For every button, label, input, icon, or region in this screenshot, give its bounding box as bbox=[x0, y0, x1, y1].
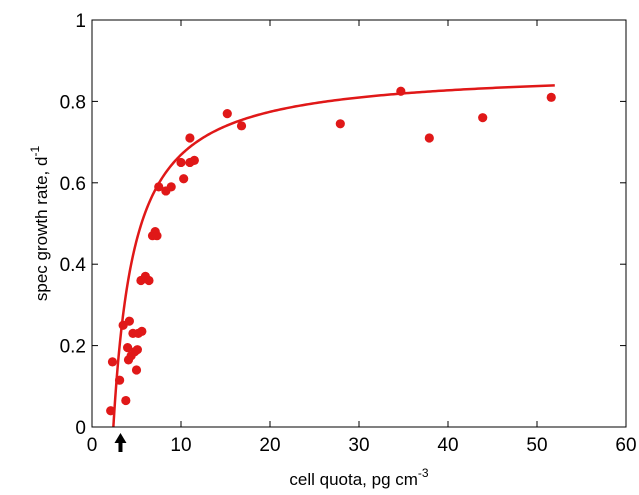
x-axis-title-superscript: -3 bbox=[418, 466, 429, 480]
data-point bbox=[185, 133, 195, 143]
data-point bbox=[478, 113, 488, 123]
annotation-layer bbox=[114, 433, 127, 452]
data-point bbox=[144, 275, 154, 286]
data-point bbox=[124, 316, 134, 326]
y-tick-label: 0.2 bbox=[60, 337, 86, 358]
data-point bbox=[123, 343, 133, 353]
x-tick-label: 40 bbox=[437, 435, 458, 456]
x-axis-title-text: cell quota, pg cm bbox=[289, 470, 418, 489]
data-point bbox=[132, 345, 142, 355]
y-tick-label: 0.6 bbox=[60, 174, 86, 195]
x-tick-label: 10 bbox=[170, 435, 191, 456]
data-point bbox=[424, 133, 434, 143]
data-point bbox=[236, 121, 247, 131]
y-tick-label: 0 bbox=[75, 418, 86, 439]
data-point bbox=[114, 375, 125, 385]
x-tick-label: 50 bbox=[526, 435, 547, 456]
arrow-up-icon bbox=[114, 433, 127, 452]
y-tick-label: 0.4 bbox=[60, 255, 87, 276]
data-point bbox=[166, 182, 176, 192]
x-axis-title: cell quota, pg cm-3 bbox=[289, 466, 429, 489]
ticks-layer: 0 10 20 30 40 50 60 0 0.2 0.4 0.6 0.8 1 bbox=[60, 11, 637, 456]
x-tick-label: 20 bbox=[259, 435, 280, 456]
data-point bbox=[152, 231, 162, 241]
y-axis-title-superscript: -1 bbox=[28, 146, 42, 157]
y-axis-title-text: spec growth rate, d bbox=[32, 157, 51, 302]
data-point bbox=[396, 86, 406, 96]
data-point bbox=[137, 326, 147, 336]
x-tick-label: 60 bbox=[615, 435, 636, 456]
x-tick-label: 30 bbox=[348, 435, 369, 456]
data-point bbox=[131, 365, 142, 375]
data-point bbox=[179, 174, 189, 184]
data-point bbox=[189, 155, 199, 166]
data-point bbox=[335, 119, 345, 129]
data-point bbox=[546, 92, 556, 102]
y-tick-label: 1 bbox=[75, 11, 86, 32]
data-point bbox=[222, 109, 232, 119]
data-points-layer bbox=[106, 86, 556, 416]
y-axis-title: spec growth rate, d-1 bbox=[28, 146, 51, 302]
data-point bbox=[121, 395, 131, 406]
data-point bbox=[154, 182, 164, 192]
data-point bbox=[107, 357, 118, 367]
data-point bbox=[106, 406, 116, 416]
y-tick-label: 0.8 bbox=[60, 92, 86, 113]
x-tick-label: 0 bbox=[87, 435, 98, 456]
data-point bbox=[176, 157, 186, 168]
